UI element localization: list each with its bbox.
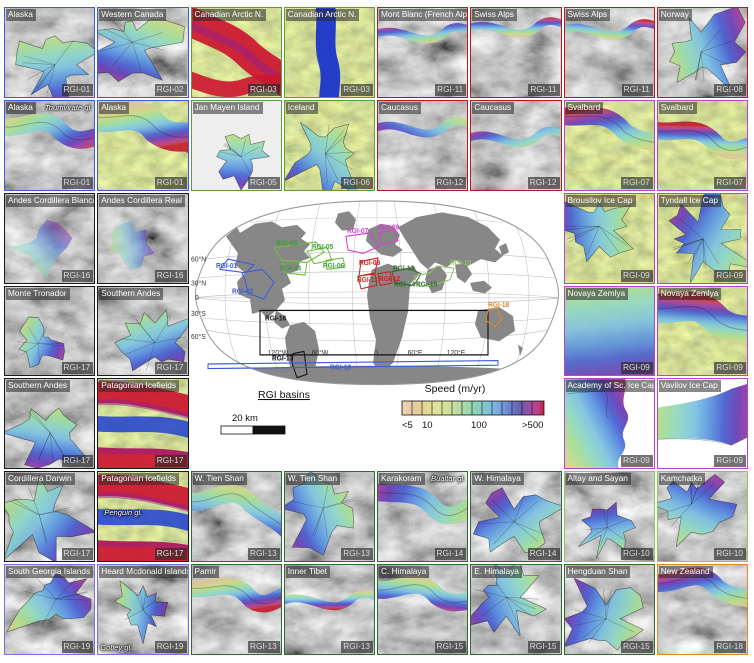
svg-text:RGI-01: RGI-01: [216, 263, 237, 270]
svg-text:RGI-11: RGI-11: [357, 277, 378, 284]
svg-text:120°E: 120°E: [447, 347, 466, 357]
svg-text:60°E: 60°E: [408, 347, 423, 357]
svg-text:60°S: 60°S: [191, 331, 206, 341]
svg-text:RGI-15: RGI-15: [416, 281, 437, 288]
svg-text:0: 0: [374, 347, 378, 357]
svg-text:RGI-18: RGI-18: [488, 302, 509, 309]
svg-text:RGI-14: RGI-14: [394, 281, 415, 288]
svg-text:RGI-04: RGI-04: [280, 265, 301, 272]
svg-text:RGI-19: RGI-19: [330, 364, 351, 371]
svg-text:>500: >500: [522, 420, 543, 431]
svg-text:30°N: 30°N: [191, 278, 206, 288]
svg-text:RGI-02: RGI-02: [232, 288, 253, 295]
svg-text:60°N: 60°N: [191, 254, 206, 264]
svg-text:0: 0: [195, 293, 199, 303]
svg-text:30°S: 30°S: [191, 309, 206, 319]
svg-text:RGI-07: RGI-07: [347, 228, 368, 235]
svg-text:120°W: 120°W: [268, 347, 289, 357]
svg-text:10: 10: [422, 420, 433, 431]
svg-text:RGI-08: RGI-08: [359, 260, 380, 267]
svg-text:Speed (m/yr): Speed (m/yr): [425, 383, 486, 395]
svg-text:RGI-09: RGI-09: [378, 224, 399, 231]
svg-text:RGI-13: RGI-13: [393, 265, 414, 272]
svg-text:RGI-16: RGI-16: [265, 315, 286, 322]
svg-text:RGI-06: RGI-06: [323, 263, 344, 270]
svg-text:RGI-10: RGI-10: [450, 260, 471, 267]
svg-text:<5: <5: [402, 420, 413, 431]
svg-text:60°W: 60°W: [312, 347, 329, 357]
svg-text:RGI basins: RGI basins: [258, 389, 310, 401]
svg-text:20 km: 20 km: [232, 413, 258, 424]
svg-text:RGI-03: RGI-03: [276, 240, 297, 247]
svg-text:RGI-05: RGI-05: [312, 244, 333, 251]
svg-text:100: 100: [471, 420, 487, 431]
